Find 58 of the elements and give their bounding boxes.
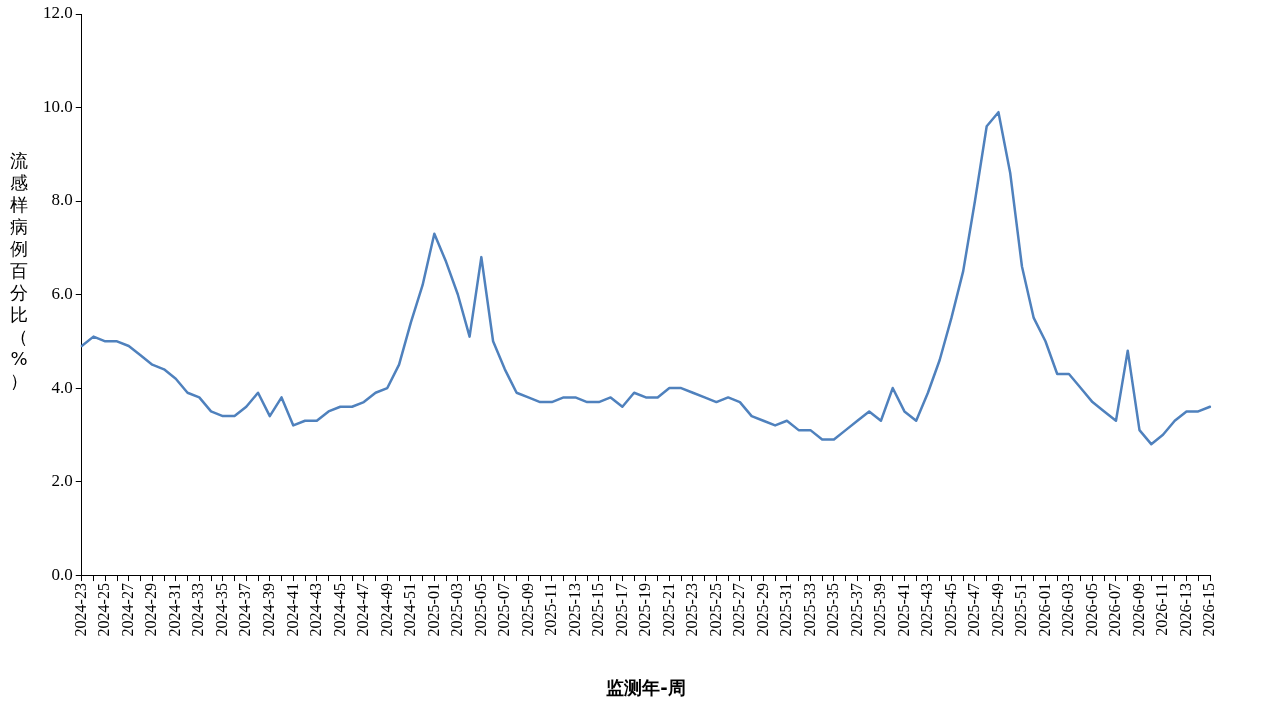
x-tick-label: 2025-23 <box>683 583 701 637</box>
y-tick-label: 2.0 <box>51 471 73 491</box>
x-tick-label: 2026-01 <box>1035 583 1053 637</box>
x-tick-label: 2024-27 <box>118 583 136 637</box>
x-tick-label: 2025-29 <box>753 583 771 637</box>
y-tick-label: 12.0 <box>43 3 73 23</box>
x-tick-label: 2024-49 <box>377 583 395 637</box>
x-tick-label: 2026-15 <box>1200 583 1218 637</box>
x-tick-label: 2026-13 <box>1176 583 1194 637</box>
x-tick-label: 2025-09 <box>518 583 536 637</box>
x-tick-label: 2025-39 <box>871 583 889 637</box>
x-tick-label: 2024-47 <box>354 583 372 637</box>
x-tick-label: 2024-31 <box>165 583 183 637</box>
x-tick-label: 2025-17 <box>612 583 630 637</box>
x-tick-label: 2024-45 <box>330 583 348 637</box>
x-tick-label: 2025-03 <box>448 583 466 637</box>
x-tick-label: 2025-47 <box>965 583 983 637</box>
x-tick-label: 2024-33 <box>189 583 207 637</box>
x-tick-label: 2025-37 <box>847 583 865 637</box>
x-tick-label: 2024-25 <box>95 583 113 637</box>
y-tick-label: 6.0 <box>51 284 73 303</box>
x-tick-label: 2025-27 <box>730 583 748 637</box>
x-tick-label: 2025-21 <box>659 583 677 637</box>
x-tick-label: 2024-23 <box>71 583 89 637</box>
x-tick-label: 2025-25 <box>706 583 724 637</box>
text: 流感样病例百分比（%） <box>10 150 28 391</box>
x-tick-label: 2024-39 <box>259 583 277 637</box>
x-tick-label: 2024-51 <box>401 583 419 637</box>
x-tick-label: 2026-03 <box>1059 583 1077 637</box>
x-tick-label: 2025-19 <box>636 583 654 637</box>
x-tick-label: 2025-33 <box>800 583 818 637</box>
x-tick-label: 2024-43 <box>307 583 325 637</box>
x-tick-label: 2025-05 <box>471 583 489 637</box>
x-tick-label: 2026-09 <box>1129 583 1147 637</box>
x-tick-label: 2025-49 <box>988 583 1006 637</box>
y-tick-label: 10.0 <box>43 96 73 116</box>
x-tick-label: 2025-13 <box>565 583 583 637</box>
x-tick-label: 2025-15 <box>589 583 607 637</box>
x-tick-label: 2025-31 <box>777 583 795 637</box>
x-tick-label: 2025-35 <box>824 583 842 637</box>
x-tick-label: 2024-37 <box>236 583 254 637</box>
x-tick-label: 2026-11 <box>1153 583 1171 636</box>
x-tick-label: 2024-35 <box>212 583 230 637</box>
y-tick-label: 8.0 <box>51 190 73 210</box>
x-tick-label: 2025-11 <box>542 583 560 636</box>
x-tick-label: 2025-43 <box>918 583 936 637</box>
x-tick-label: 2024-29 <box>142 583 160 637</box>
x-tick-label: 2025-45 <box>941 583 959 637</box>
x-tick-label: 2024-41 <box>283 583 301 637</box>
x-tick-label: 2025-51 <box>1012 583 1030 637</box>
y-tick-label: 0.0 <box>51 564 73 584</box>
x-tick-label: 2026-05 <box>1082 583 1100 637</box>
x-tick-label: 2025-07 <box>495 583 513 637</box>
y-tick-label: 4.0 <box>51 377 73 397</box>
x-tick-label: 2026-07 <box>1106 583 1124 637</box>
x-axis-title: 监测年-周 <box>606 676 686 698</box>
x-tick-label: 2025-41 <box>894 583 912 637</box>
x-tick-label: 2025-01 <box>424 583 442 637</box>
